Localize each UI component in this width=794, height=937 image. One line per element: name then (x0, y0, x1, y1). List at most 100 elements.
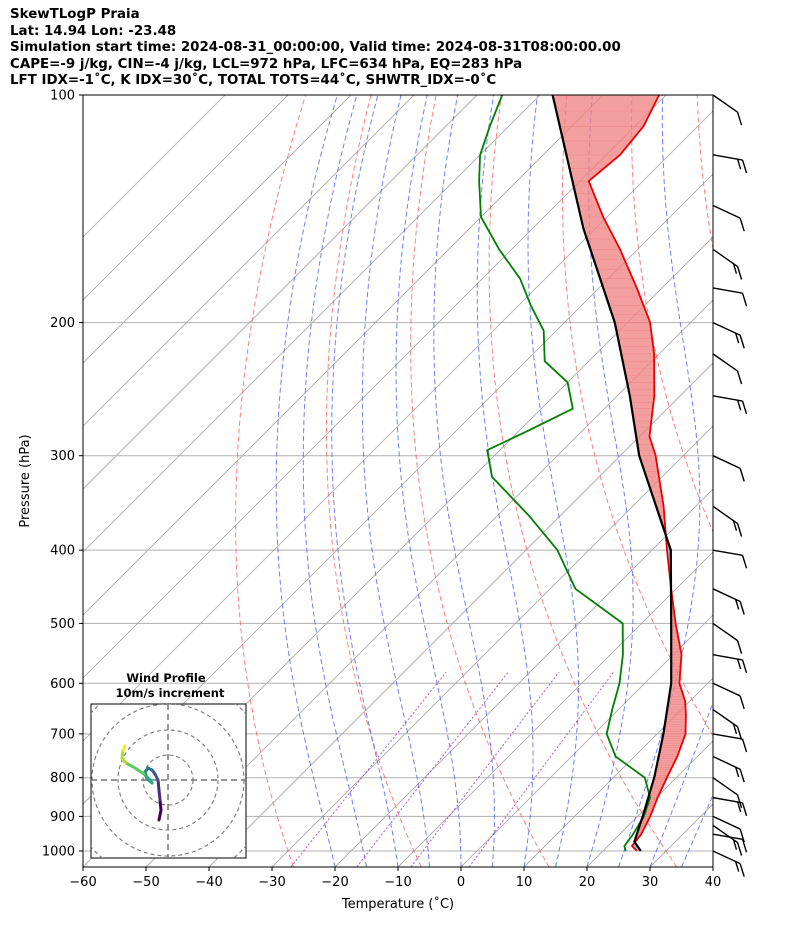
moist-adiabat (433, 95, 495, 867)
isotherm-line (83, 95, 604, 616)
cin-area (589, 249, 625, 260)
cin-area (656, 762, 675, 766)
x-tick-label: −40 (195, 875, 222, 890)
location-line: Lat: 14.94 Lon: -23.48 (10, 23, 177, 39)
isotherm-line (83, 95, 289, 301)
cin-area (616, 330, 653, 339)
cin-area (669, 688, 683, 692)
y-tick-label: 500 (50, 617, 75, 632)
wind-barb (712, 733, 748, 753)
cin-area (667, 701, 686, 705)
index-values-line: LFT IDX=-1˚C, K IDX=30˚C, TOTAL TOTS=44˚… (10, 73, 497, 88)
cin-area (670, 657, 682, 661)
wind-barb (712, 395, 748, 415)
cin-area (657, 756, 678, 759)
hodograph-segment (124, 761, 137, 770)
cin-area (670, 648, 682, 652)
cin-area (663, 726, 686, 730)
cin-area (657, 758, 677, 762)
isotherm-line (523, 677, 713, 867)
cin-area (623, 368, 655, 376)
wind-barb (712, 850, 745, 877)
cin-area (660, 745, 682, 748)
mixing-ratio-line (410, 671, 560, 867)
cin-area (655, 767, 673, 770)
wind-barb (712, 815, 745, 843)
wind-barb (712, 204, 745, 232)
cin-area (656, 764, 674, 768)
moist-adiabat (681, 793, 713, 867)
x-tick-label: −20 (321, 875, 348, 890)
wind-barb (712, 755, 745, 783)
inset-title: Wind Profile (126, 671, 206, 685)
cin-area (668, 696, 686, 700)
y-tick-label: 200 (50, 316, 75, 331)
moist-adiabat (618, 95, 701, 867)
cin-area (653, 777, 668, 781)
isotherm-line (397, 551, 713, 867)
isotherm-line (145, 299, 713, 867)
dewpoint-profile-line (478, 95, 651, 852)
moist-adiabat (331, 95, 399, 867)
wind-barbs (712, 94, 748, 877)
cin-area (631, 408, 654, 416)
x-axis-label: Temperature (˚C) (341, 896, 454, 912)
y-tick-label: 900 (50, 810, 75, 825)
cin-area (637, 449, 657, 456)
cin-area (622, 360, 655, 369)
parcel-profile-line (551, 95, 673, 852)
cin-area (602, 287, 641, 298)
hodograph-segment (121, 744, 127, 752)
wind-barb (712, 321, 745, 349)
moist-adiabat (361, 95, 430, 867)
cin-area (670, 666, 681, 670)
wind-barb (712, 777, 743, 809)
isotherm-line (83, 95, 541, 553)
dry-adiabat (235, 95, 307, 867)
hodograph-segment (133, 766, 146, 776)
x-tick-label: −50 (132, 875, 159, 890)
wind-barb (712, 682, 745, 710)
cin-area (661, 738, 685, 742)
cin-area (635, 432, 651, 440)
wind-profile-inset (90, 703, 247, 859)
cin-area (559, 126, 645, 142)
cin-area (593, 259, 630, 270)
cin-area (619, 346, 655, 355)
cin-area (670, 680, 680, 684)
cin-area (670, 674, 681, 678)
moist-adiabat (395, 95, 462, 867)
x-tick-label: 40 (705, 875, 722, 890)
y-axis-label: Pressure (hPa) (18, 434, 33, 527)
hodograph-segment (157, 788, 162, 802)
cin-area (666, 711, 687, 715)
y-tick-label: 400 (50, 544, 75, 559)
wind-barb (712, 455, 745, 482)
mixing-ratio-line (356, 671, 509, 867)
cin-area (596, 268, 634, 279)
x-tick-label: 30 (642, 875, 659, 890)
x-tick-label: −30 (258, 875, 285, 890)
cin-area (654, 773, 670, 776)
cin-area (659, 747, 681, 751)
cin-area (552, 95, 660, 112)
cin-area (620, 353, 655, 362)
cin-area (661, 740, 684, 744)
y-tick-label: 100 (50, 89, 75, 104)
chart-header: SkewTLogP Praia Lat: 14.94 Lon: -23.48 S… (10, 7, 621, 90)
cin-area (662, 733, 686, 737)
y-tick-label: 1000 (42, 844, 75, 859)
isotherm-line (776, 95, 794, 867)
cin-area (664, 719, 687, 723)
isotherm-line (83, 95, 667, 679)
x-tick-label: 10 (516, 875, 533, 890)
cin-area (658, 754, 679, 757)
cin-area (599, 278, 638, 289)
cin-area (660, 742, 683, 746)
simulation-time-line: Simulation start time: 2024-08-31_00:00:… (10, 40, 621, 55)
cin-area (655, 769, 672, 772)
x-tick-label: 0 (457, 875, 465, 890)
hodograph-segment (158, 798, 163, 812)
cin-area (663, 731, 686, 735)
